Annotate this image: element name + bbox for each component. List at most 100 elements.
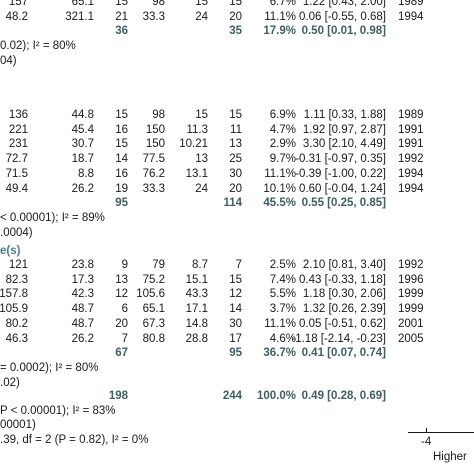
subtotal-effect-ci: 0.55 [0.25, 0.85]: [301, 197, 386, 210]
study-cell-c1: 231: [8, 138, 28, 151]
study-cell-c6: 20: [229, 182, 242, 195]
study-cell-c1: 46.3: [5, 332, 28, 345]
subtotal-n-control: 95: [229, 347, 242, 360]
study-cell-w: 6.7%: [269, 0, 296, 8]
study-cell-c5: 15: [195, 109, 208, 121]
study-cell-c6: 14: [229, 303, 242, 316]
study-cell-w: 7.4%: [269, 273, 296, 286]
axis-tick-label: -4: [421, 436, 432, 448]
study-cell-c2: 42.3: [71, 288, 94, 301]
study-cell-c3: 15: [115, 109, 128, 121]
study-cell-w: 2.9%: [269, 138, 296, 151]
study-cell-w: 11.1%: [264, 167, 296, 180]
subgroup-label: e(s): [0, 244, 21, 257]
study-cell-c6: 13: [229, 138, 242, 151]
study-cell-ci: 1.32 [0.26, 2.39]: [302, 303, 386, 316]
study-cell-w: 11.1%: [264, 317, 296, 330]
study-cell-w: 3.7%: [269, 303, 296, 316]
study-cell-ci: 0.43 [-0.33, 1.18]: [299, 273, 386, 286]
study-cell-c5: 13: [195, 153, 208, 166]
overall-effect-test-text: .0004): [0, 226, 33, 239]
study-cell-c4: 75.2: [142, 273, 165, 286]
subtotal-n-control: 35: [229, 25, 242, 38]
study-cell-c4: 105.6: [136, 288, 165, 301]
study-cell-c5: 14.8: [185, 317, 208, 330]
study-cell-c4: 150: [145, 123, 165, 136]
study-cell-yr: 1992: [398, 153, 424, 166]
study-cell-yr: 1991: [398, 123, 424, 136]
study-cell-c5: 24: [195, 10, 208, 23]
study-cell-c1: 72.7: [5, 153, 28, 166]
study-cell-c1: 121: [8, 259, 28, 271]
study-cell-w: 9.7%: [269, 153, 296, 166]
study-cell-c2: 30.7: [71, 138, 94, 151]
study-cell-c4: 98: [152, 109, 165, 121]
study-cell-ci: 1.22 [0.43, 2.00]: [302, 0, 386, 8]
study-cell-c4: 33.3: [142, 182, 165, 195]
study-cell-c1: 136: [8, 109, 28, 121]
study-cell-c6: 15: [229, 109, 242, 121]
study-cell-yr: 1992: [398, 259, 424, 271]
heterogeneity-text: < 0.00001); I² = 89%: [0, 211, 105, 224]
study-cell-ci: -1.18 [-2.14, -0.23]: [291, 332, 386, 345]
study-cell-c4: 65.1: [142, 303, 165, 316]
study-cell-c3: 15: [115, 0, 128, 8]
study-cell-c1: 157.8: [0, 288, 28, 301]
study-cell-c4: 76.2: [142, 167, 165, 180]
study-cell-c3: 14: [115, 153, 128, 166]
study-cell-ci: -0.39 [-1.00, 0.22]: [295, 167, 386, 180]
study-cell-w: 4.6%: [269, 332, 296, 345]
study-cell-c3: 9: [121, 259, 128, 271]
study-cell-c1: 82.3: [5, 273, 28, 286]
study-cell-c6: 15: [229, 0, 242, 8]
study-cell-c2: 8.8: [78, 167, 94, 180]
overall-heterogeneity-text: P < 0.00001); I² = 83%: [0, 404, 116, 417]
study-cell-c5: 28.8: [185, 332, 208, 345]
total-weight: 100.0%: [256, 390, 296, 402]
study-cell-c5: 24: [195, 182, 208, 195]
study-cell-w: 10.1%: [263, 182, 296, 195]
study-cell-c4: 33.3: [142, 10, 165, 23]
study-cell-c5: 13.1: [185, 167, 208, 180]
subtotal-n-experimental: 95: [115, 197, 128, 210]
study-cell-c1: 48.2: [5, 10, 28, 23]
study-cell-c3: 15: [115, 138, 128, 151]
study-cell-ci: 1.92 [0.97, 2.87]: [302, 123, 386, 136]
study-cell-c5: 11.3: [186, 123, 208, 136]
study-cell-c2: 321.1: [65, 10, 94, 23]
study-cell-ci: 0.06 [-0.55, 0.68]: [299, 10, 386, 23]
study-cell-c2: 26.2: [71, 332, 94, 345]
heterogeneity-text: 0.02); I² = 80%: [0, 40, 76, 53]
study-cell-yr: 1999: [398, 303, 424, 316]
study-cell-c2: 23.8: [71, 259, 94, 271]
study-cell-yr: 1994: [398, 10, 424, 23]
study-cell-c4: 79: [152, 259, 165, 271]
study-cell-c2: 18.7: [71, 153, 94, 166]
total-n-experimental: 198: [108, 390, 128, 402]
study-cell-w: 6.9%: [269, 109, 296, 121]
study-cell-c1: 157: [8, 0, 28, 8]
study-cell-yr: 2001: [398, 317, 424, 330]
total-effect-ci: 0.49 [0.28, 0.69]: [301, 390, 386, 402]
study-cell-c3: 20: [115, 317, 128, 330]
study-cell-c5: 15.1: [185, 273, 208, 286]
study-cell-c5: 8.7: [192, 259, 208, 271]
overall-effect-test-text: .02): [0, 376, 20, 389]
axis-tick-mark: [426, 428, 427, 433]
study-cell-c4: 77.5: [142, 153, 165, 166]
study-cell-c1: 105.9: [0, 303, 28, 316]
subtotal-weight: 45.5%: [263, 197, 296, 210]
subtotal-weight: 17.9%: [263, 25, 296, 38]
subtotal-effect-ci: 0.41 [0.07, 0.74]: [301, 347, 386, 360]
study-cell-yr: 1989: [398, 109, 424, 121]
study-cell-ci: 0.05 [-0.51, 0.62]: [299, 317, 386, 330]
study-cell-c6: 12: [229, 288, 242, 301]
study-cell-c6: 25: [229, 153, 242, 166]
study-cell-c2: 65.1: [71, 0, 94, 8]
study-cell-c3: 12: [115, 288, 128, 301]
study-cell-ci: 3.30 [2.10, 4.49]: [302, 138, 386, 151]
subtotal-n-experimental: 36: [115, 25, 128, 38]
study-cell-c5: 15: [195, 0, 208, 8]
study-cell-c4: 150: [145, 138, 165, 151]
study-cell-ci: -0.31 [-0.97, 0.35]: [295, 153, 386, 166]
